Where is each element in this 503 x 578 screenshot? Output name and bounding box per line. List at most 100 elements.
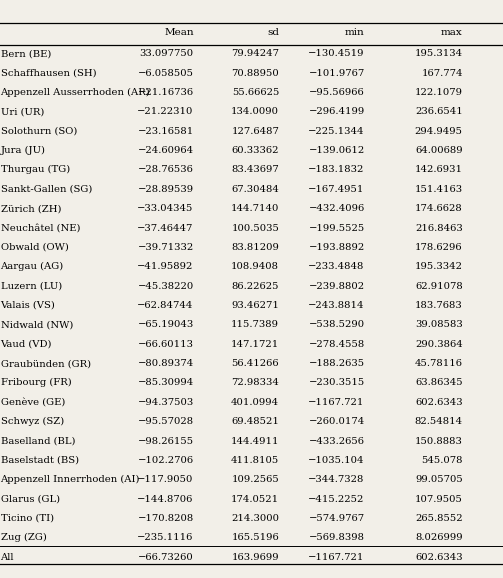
- Text: −33.04345: −33.04345: [137, 204, 194, 213]
- Text: Vaud (VD): Vaud (VD): [1, 340, 52, 349]
- Text: 602.6343: 602.6343: [415, 553, 463, 562]
- Text: 45.78116: 45.78116: [415, 359, 463, 368]
- Text: Thurgau (TG): Thurgau (TG): [1, 165, 70, 175]
- Text: 86.22625: 86.22625: [232, 281, 279, 291]
- Text: 99.05705: 99.05705: [415, 475, 463, 484]
- Text: Zürich (ZH): Zürich (ZH): [1, 204, 61, 213]
- Text: 144.7140: 144.7140: [231, 204, 279, 213]
- Text: −260.0174: −260.0174: [308, 417, 365, 426]
- Text: −569.8398: −569.8398: [309, 533, 365, 542]
- Text: −45.38220: −45.38220: [137, 281, 194, 291]
- Text: 83.43697: 83.43697: [231, 165, 279, 175]
- Text: 401.0994: 401.0994: [231, 398, 279, 407]
- Text: 70.88950: 70.88950: [231, 69, 279, 77]
- Text: 163.9699: 163.9699: [231, 553, 279, 562]
- Text: Neuchâtel (NE): Neuchâtel (NE): [1, 224, 80, 232]
- Text: 265.8552: 265.8552: [415, 514, 463, 523]
- Text: Ticino (TI): Ticino (TI): [1, 514, 54, 523]
- Text: 290.3864: 290.3864: [415, 340, 463, 349]
- Text: Obwald (OW): Obwald (OW): [1, 243, 68, 252]
- Text: −574.9767: −574.9767: [308, 514, 365, 523]
- Text: 39.08583: 39.08583: [415, 320, 463, 329]
- Text: −235.1116: −235.1116: [137, 533, 194, 542]
- Text: 67.30484: 67.30484: [231, 185, 279, 194]
- Text: −28.89539: −28.89539: [137, 185, 194, 194]
- Text: 64.00689: 64.00689: [415, 146, 463, 155]
- Text: 127.6487: 127.6487: [231, 127, 279, 136]
- Text: −21.22310: −21.22310: [137, 108, 194, 116]
- Text: 236.6541: 236.6541: [415, 108, 463, 116]
- Text: −28.76536: −28.76536: [138, 165, 194, 175]
- Text: Schwyz (SZ): Schwyz (SZ): [1, 417, 64, 426]
- Text: 56.41266: 56.41266: [231, 359, 279, 368]
- Text: 602.6343: 602.6343: [415, 398, 463, 407]
- Text: −24.60964: −24.60964: [137, 146, 194, 155]
- Text: −1167.721: −1167.721: [308, 553, 365, 562]
- Text: min: min: [345, 28, 365, 38]
- Text: −21.16736: −21.16736: [137, 88, 194, 97]
- Text: Nidwald (NW): Nidwald (NW): [1, 320, 73, 329]
- Text: −538.5290: −538.5290: [308, 320, 365, 329]
- Text: −233.4848: −233.4848: [308, 262, 365, 271]
- Text: −1035.104: −1035.104: [308, 456, 365, 465]
- Text: Luzern (LU): Luzern (LU): [1, 281, 62, 291]
- Text: Baselstadt (BS): Baselstadt (BS): [1, 456, 78, 465]
- Text: 60.33362: 60.33362: [232, 146, 279, 155]
- Text: 134.0090: 134.0090: [231, 108, 279, 116]
- Text: Mean: Mean: [164, 28, 194, 38]
- Text: Valais (VS): Valais (VS): [1, 301, 55, 310]
- Text: −66.60113: −66.60113: [138, 340, 194, 349]
- Text: −1167.721: −1167.721: [308, 398, 365, 407]
- Text: 150.8883: 150.8883: [415, 436, 463, 446]
- Text: −170.8208: −170.8208: [137, 514, 194, 523]
- Text: Aargau (AG): Aargau (AG): [1, 262, 64, 271]
- Text: Appenzell Ausserrhoden (AR): Appenzell Ausserrhoden (AR): [1, 88, 150, 97]
- Text: −415.2252: −415.2252: [308, 495, 365, 503]
- Text: −230.3515: −230.3515: [308, 379, 365, 387]
- Text: Baselland (BL): Baselland (BL): [1, 436, 75, 446]
- Text: Fribourg (FR): Fribourg (FR): [1, 379, 71, 387]
- Text: 100.5035: 100.5035: [231, 224, 279, 232]
- Text: −66.73260: −66.73260: [138, 553, 194, 562]
- Text: 115.7389: 115.7389: [231, 320, 279, 329]
- Text: Uri (UR): Uri (UR): [1, 108, 44, 116]
- Text: 55.66625: 55.66625: [232, 88, 279, 97]
- Text: Bern (BE): Bern (BE): [1, 49, 51, 58]
- Text: −85.30994: −85.30994: [137, 379, 194, 387]
- Text: −95.57028: −95.57028: [137, 417, 194, 426]
- Text: 144.4911: 144.4911: [231, 436, 279, 446]
- Text: 83.81209: 83.81209: [231, 243, 279, 252]
- Text: 167.774: 167.774: [421, 69, 463, 77]
- Text: 72.98334: 72.98334: [231, 379, 279, 387]
- Text: 93.46271: 93.46271: [231, 301, 279, 310]
- Text: −65.19043: −65.19043: [137, 320, 194, 329]
- Text: 195.3342: 195.3342: [415, 262, 463, 271]
- Text: −188.2635: −188.2635: [308, 359, 365, 368]
- Text: 62.91078: 62.91078: [415, 281, 463, 291]
- Text: −6.058505: −6.058505: [138, 69, 194, 77]
- Text: −117.9050: −117.9050: [137, 475, 194, 484]
- Text: −433.2656: −433.2656: [309, 436, 365, 446]
- Text: −183.1832: −183.1832: [308, 165, 365, 175]
- Text: −239.8802: −239.8802: [308, 281, 365, 291]
- Text: 82.54814: 82.54814: [414, 417, 463, 426]
- Text: −193.8892: −193.8892: [308, 243, 365, 252]
- Text: −102.2706: −102.2706: [137, 456, 194, 465]
- Text: 147.1721: 147.1721: [231, 340, 279, 349]
- Text: −39.71332: −39.71332: [137, 243, 194, 252]
- Text: −432.4096: −432.4096: [308, 204, 365, 213]
- Text: 63.86345: 63.86345: [415, 379, 463, 387]
- Text: 69.48521: 69.48521: [231, 417, 279, 426]
- Text: Glarus (GL): Glarus (GL): [1, 495, 60, 503]
- Text: 294.9495: 294.9495: [415, 127, 463, 136]
- Text: −144.8706: −144.8706: [137, 495, 194, 503]
- Text: Sankt-Gallen (SG): Sankt-Gallen (SG): [1, 185, 92, 194]
- Text: Appenzell Innerrhoden (AI): Appenzell Innerrhoden (AI): [1, 475, 140, 484]
- Text: Genève (GE): Genève (GE): [1, 398, 65, 407]
- Text: 178.6296: 178.6296: [415, 243, 463, 252]
- Text: −41.95892: −41.95892: [137, 262, 194, 271]
- Text: −23.16581: −23.16581: [137, 127, 194, 136]
- Text: 109.2565: 109.2565: [231, 475, 279, 484]
- Text: 174.6628: 174.6628: [415, 204, 463, 213]
- Text: 165.5196: 165.5196: [231, 533, 279, 542]
